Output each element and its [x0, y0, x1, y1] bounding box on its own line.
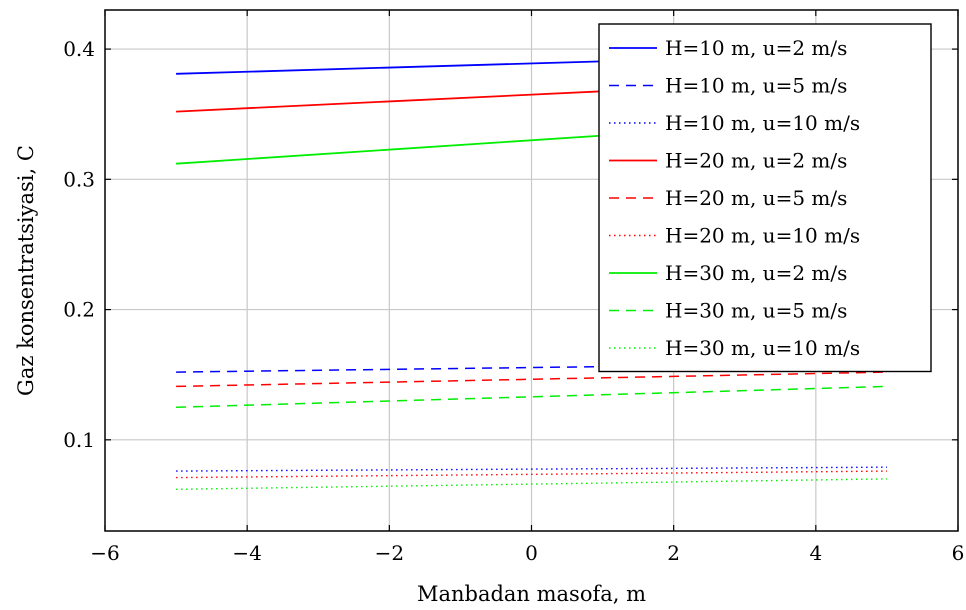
y-tick-label: 0.3 [63, 167, 95, 191]
y-tick-label: 0.1 [63, 428, 95, 452]
legend-label: H=10 m, u=5 m/s [665, 74, 847, 98]
legend-label: H=20 m, u=10 m/s [665, 224, 860, 248]
legend-label: H=10 m, u=10 m/s [665, 111, 860, 135]
x-tick-label: −2 [375, 541, 404, 565]
axis-ticks [104, 10, 959, 531]
legend-box [598, 23, 932, 373]
x-tick-label: −6 [90, 541, 119, 565]
legend-label: H=20 m, u=5 m/s [665, 186, 847, 210]
x-tick-label: −4 [232, 541, 261, 565]
x-tick-label: 4 [809, 541, 822, 565]
series-line [176, 470, 887, 479]
x-tick-labels: −6 −4 −2 0 2 4 6 [90, 541, 964, 565]
series-line [176, 466, 887, 472]
legend: H=10 m, u=2 m/s H=10 m, u=5 m/s H=10 m, u=… [598, 23, 932, 373]
x-tick-label: 0 [525, 541, 538, 565]
legend-label: H=30 m, u=5 m/s [665, 299, 847, 323]
y-tick-label: 0.2 [63, 298, 95, 322]
legend-label: H=10 m, u=2 m/s [665, 36, 847, 60]
legend-label: H=30 m, u=2 m/s [665, 261, 847, 285]
y-tick-labels: 0.1 0.2 0.3 0.4 [63, 37, 95, 452]
x-tick-label: 2 [667, 541, 680, 565]
series-line [176, 478, 887, 491]
legend-label: H=20 m, u=2 m/s [665, 149, 847, 173]
y-tick-label: 0.4 [63, 37, 95, 61]
legend-label: H=30 m, u=10 m/s [665, 336, 860, 360]
x-axis-title: Manbadan masofa, m [417, 582, 646, 606]
x-tick-label: 6 [952, 541, 965, 565]
y-axis-title: Gaz konsentratsiyasi, C [14, 145, 38, 396]
